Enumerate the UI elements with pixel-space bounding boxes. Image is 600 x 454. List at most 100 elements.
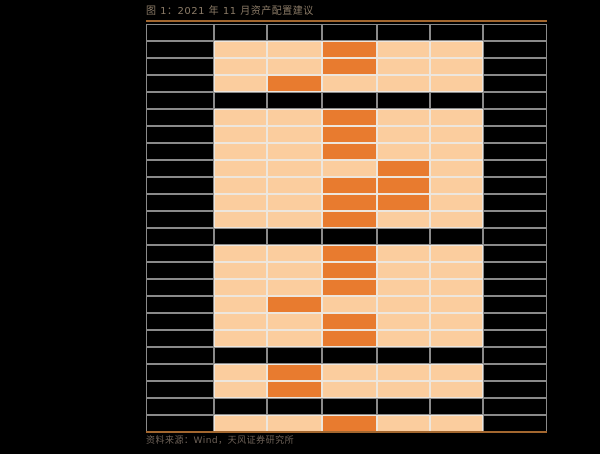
table-cell-r2-c5 (430, 41, 483, 58)
table-cell-r5-c5 (430, 92, 483, 109)
table-cell-r3-c4 (377, 58, 430, 75)
table-cell-r5-c2 (267, 92, 322, 109)
table-cell-r18-c1 (214, 313, 267, 330)
table-cell-r23-c3 (322, 398, 377, 415)
table-cell-r19-c6 (483, 330, 547, 347)
table-cell-r23-c4 (377, 398, 430, 415)
table-cell-r17-c0 (146, 296, 214, 313)
table-cell-r15-c5 (430, 262, 483, 279)
table-cell-r17-c6 (483, 296, 547, 313)
table-cell-r20-c5 (430, 347, 483, 364)
table-cell-r5-c3 (322, 92, 377, 109)
table-cell-r13-c1 (214, 228, 267, 245)
table-cell-r6-c6 (483, 109, 547, 126)
table-cell-r15-c3 (322, 262, 377, 279)
table-cell-r4-c3 (322, 75, 377, 92)
table-cell-r20-c1 (214, 347, 267, 364)
table-cell-r22-c4 (377, 381, 430, 398)
table-cell-r10-c4 (377, 177, 430, 194)
table-cell-r16-c5 (430, 279, 483, 296)
table-cell-r20-c2 (267, 347, 322, 364)
table-cell-r11-c6 (483, 194, 547, 211)
table-cell-r17-c2 (267, 296, 322, 313)
table-cell-r1-c4 (377, 24, 430, 41)
table-cell-r17-c4 (377, 296, 430, 313)
table-cell-r15-c4 (377, 262, 430, 279)
table-cell-r8-c5 (430, 143, 483, 160)
table-cell-r6-c0 (146, 109, 214, 126)
table-cell-r16-c1 (214, 279, 267, 296)
table-cell-r10-c5 (430, 177, 483, 194)
table-cell-r10-c3 (322, 177, 377, 194)
table-cell-r3-c2 (267, 58, 322, 75)
table-cell-r21-c0 (146, 364, 214, 381)
table-cell-r18-c2 (267, 313, 322, 330)
table-cell-r4-c1 (214, 75, 267, 92)
table-cell-r8-c3 (322, 143, 377, 160)
table-cell-r1-c2 (267, 24, 322, 41)
table-cell-r24-c2 (267, 415, 322, 432)
table-cell-r22-c6 (483, 381, 547, 398)
table-cell-r14-c6 (483, 245, 547, 262)
table-cell-r4-c0 (146, 75, 214, 92)
table-cell-r16-c0 (146, 279, 214, 296)
table-cell-r11-c5 (430, 194, 483, 211)
table-cell-r10-c6 (483, 177, 547, 194)
table-cell-r12-c3 (322, 211, 377, 228)
table-cell-r14-c1 (214, 245, 267, 262)
table-cell-r8-c0 (146, 143, 214, 160)
table-cell-r13-c4 (377, 228, 430, 245)
table-cell-r22-c2 (267, 381, 322, 398)
table-cell-r1-c5 (430, 24, 483, 41)
table-cell-r5-c4 (377, 92, 430, 109)
table-cell-r14-c2 (267, 245, 322, 262)
table-cell-r3-c0 (146, 58, 214, 75)
table-cell-r14-c4 (377, 245, 430, 262)
table-cell-r7-c5 (430, 126, 483, 143)
table-cell-r19-c0 (146, 330, 214, 347)
table-cell-r15-c1 (214, 262, 267, 279)
table-cell-r9-c4 (377, 160, 430, 177)
table-cell-r7-c3 (322, 126, 377, 143)
table-cell-r22-c0 (146, 381, 214, 398)
table-cell-r24-c5 (430, 415, 483, 432)
table-cell-r8-c2 (267, 143, 322, 160)
table-cell-r18-c6 (483, 313, 547, 330)
table-cell-r21-c1 (214, 364, 267, 381)
table-cell-r11-c2 (267, 194, 322, 211)
table-cell-r21-c5 (430, 364, 483, 381)
table-cell-r23-c1 (214, 398, 267, 415)
table-cell-r23-c0 (146, 398, 214, 415)
table-cell-r9-c6 (483, 160, 547, 177)
table-cell-r13-c6 (483, 228, 547, 245)
table-cell-r10-c0 (146, 177, 214, 194)
table-cell-r4-c2 (267, 75, 322, 92)
table-cell-r23-c6 (483, 398, 547, 415)
table-cell-r19-c4 (377, 330, 430, 347)
table-cell-r21-c4 (377, 364, 430, 381)
table-cell-r5-c1 (214, 92, 267, 109)
table-cell-r1-c6 (483, 24, 547, 41)
table-cell-r6-c2 (267, 109, 322, 126)
table-cell-r3-c3 (322, 58, 377, 75)
table-cell-r19-c1 (214, 330, 267, 347)
table-cell-r5-c0 (146, 92, 214, 109)
table-cell-r16-c4 (377, 279, 430, 296)
table-cell-r20-c0 (146, 347, 214, 364)
table-cell-r12-c5 (430, 211, 483, 228)
table-cell-r3-c1 (214, 58, 267, 75)
source-note: 资料来源：Wind，天风证券研究所 (146, 436, 295, 446)
table-cell-r16-c6 (483, 279, 547, 296)
table-cell-r9-c1 (214, 160, 267, 177)
table-cell-r9-c3 (322, 160, 377, 177)
table-cell-r7-c4 (377, 126, 430, 143)
table-cell-r6-c5 (430, 109, 483, 126)
table-cell-r14-c3 (322, 245, 377, 262)
table-cell-r2-c6 (483, 41, 547, 58)
table-cell-r20-c6 (483, 347, 547, 364)
table-cell-r7-c2 (267, 126, 322, 143)
table-cell-r13-c2 (267, 228, 322, 245)
table-cell-r18-c4 (377, 313, 430, 330)
table-cell-r17-c5 (430, 296, 483, 313)
table-cell-r8-c6 (483, 143, 547, 160)
